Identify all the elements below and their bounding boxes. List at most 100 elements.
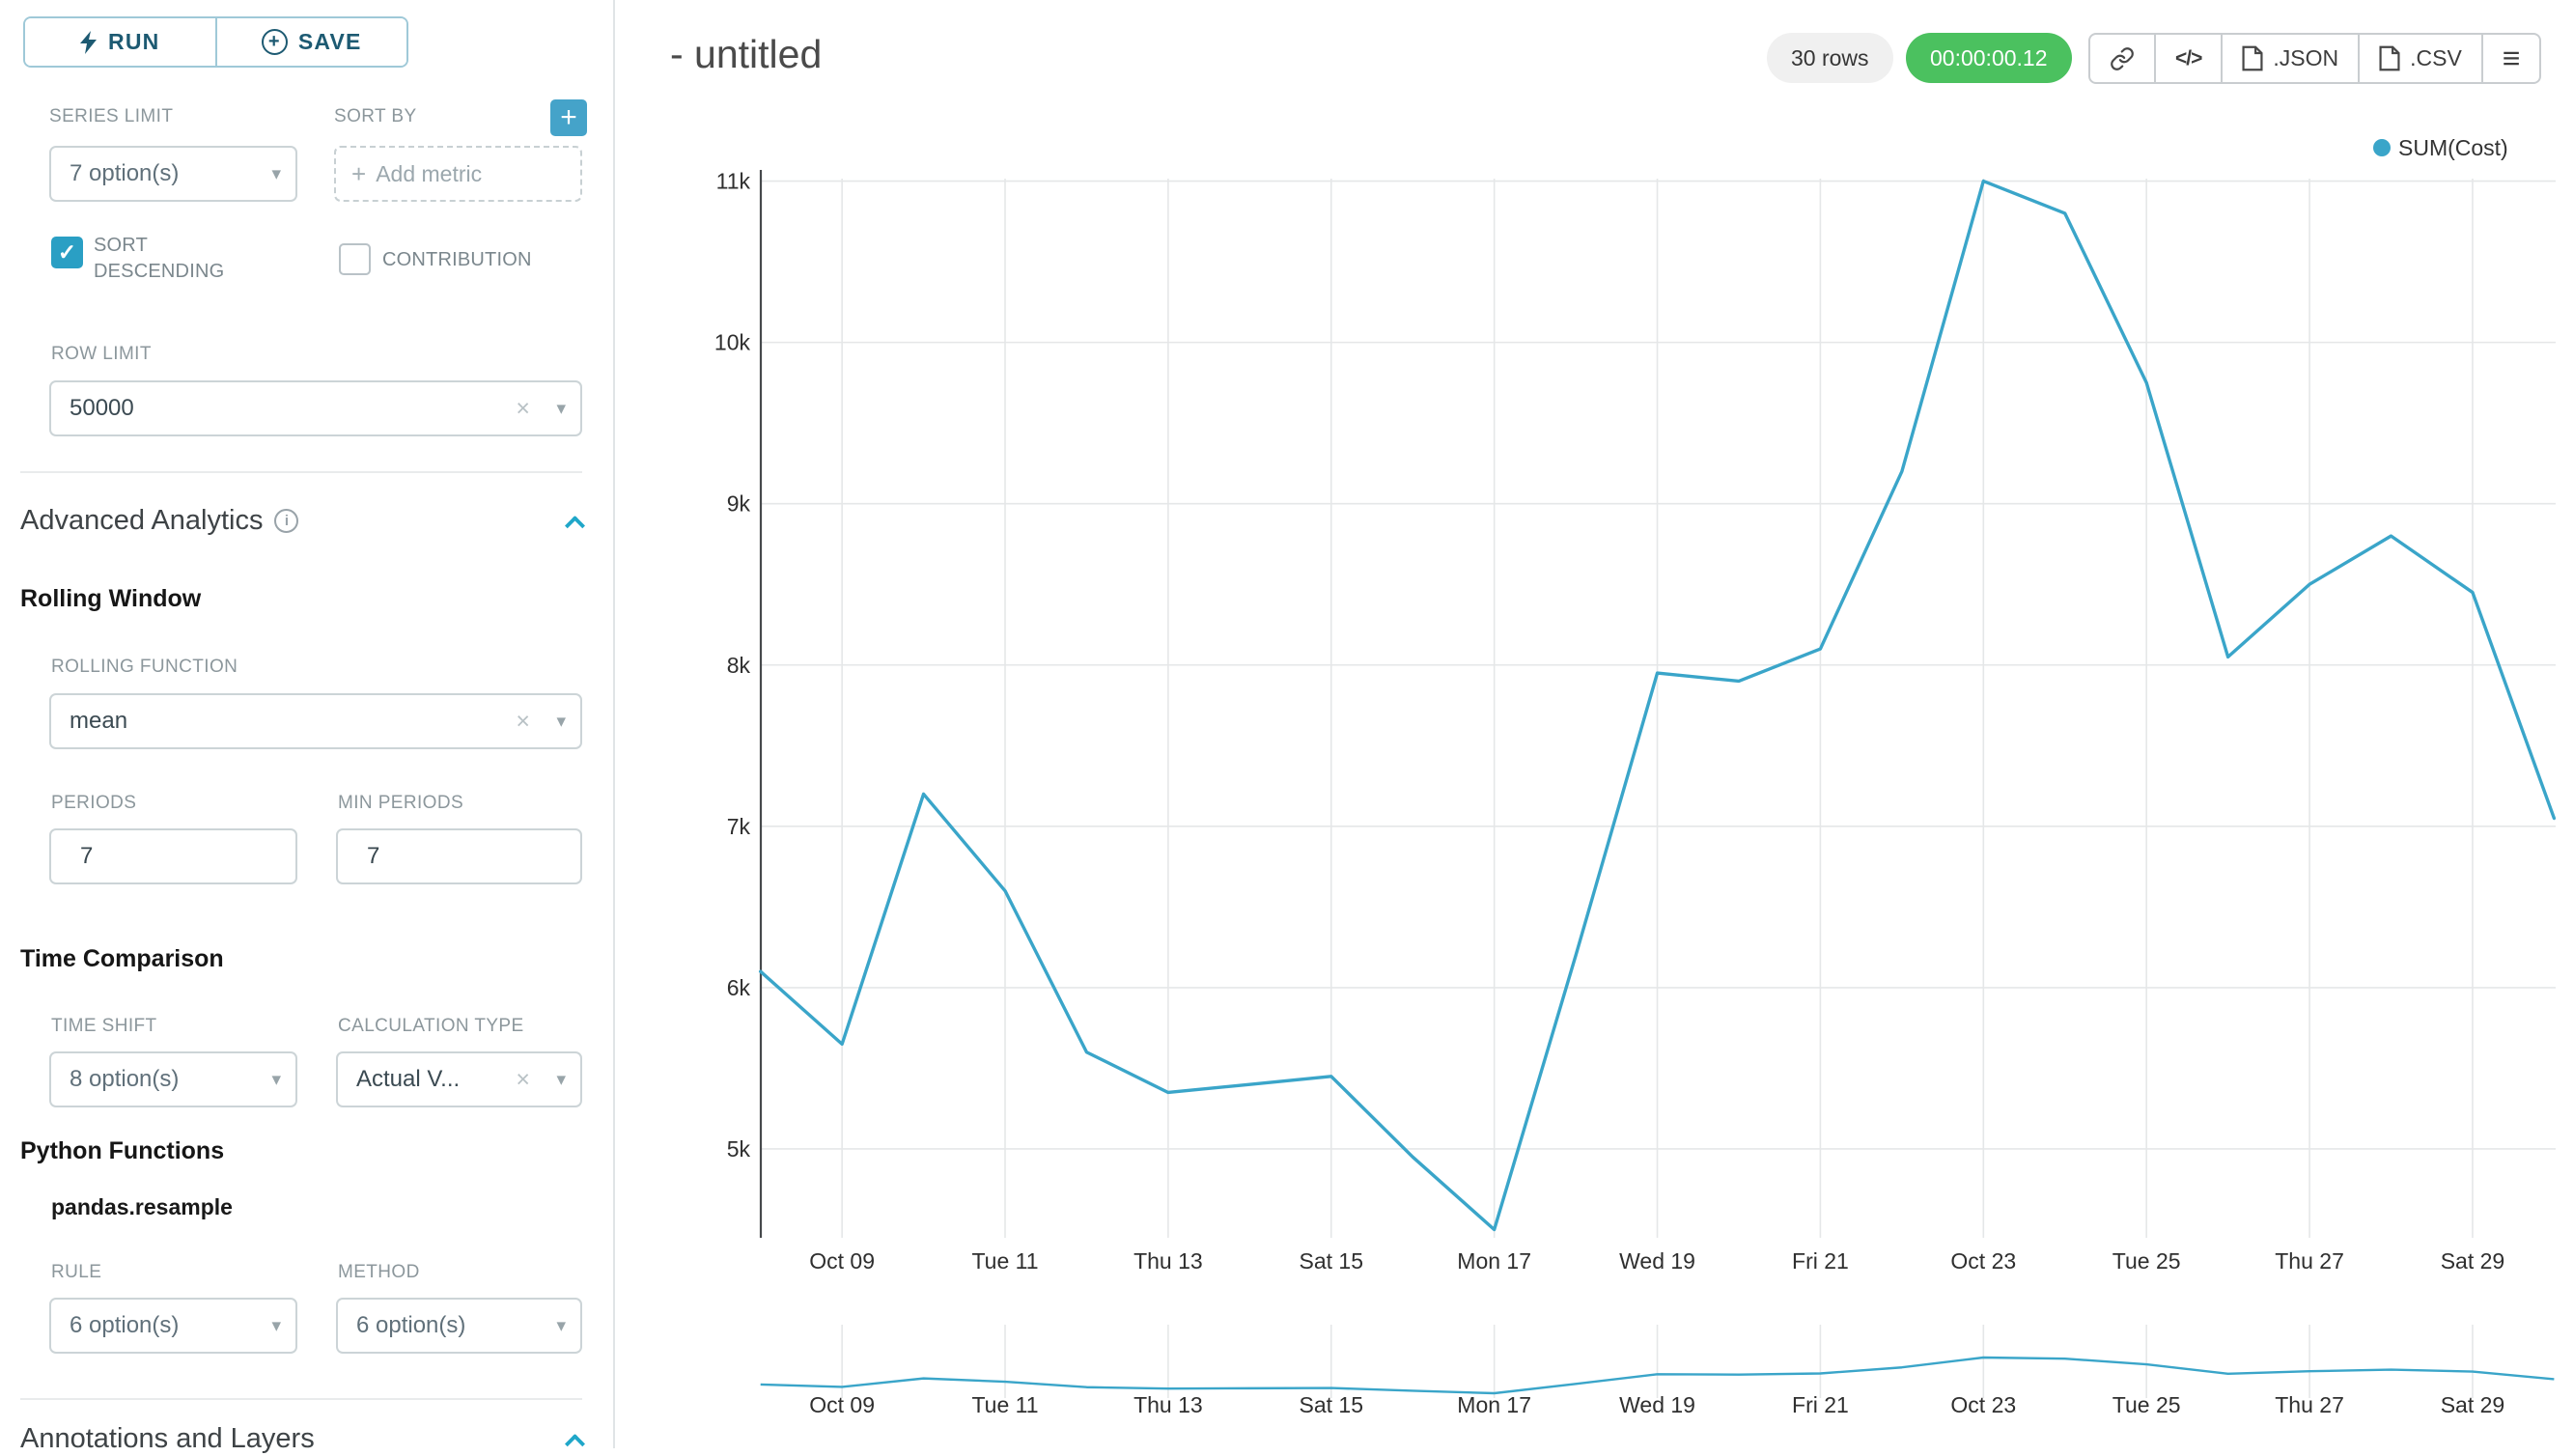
rolling-window-title: Rolling Window: [20, 585, 202, 612]
method-select[interactable]: 6 option(s) ▾: [336, 1298, 582, 1354]
copy-link-button[interactable]: [2088, 33, 2156, 84]
export-csv-label: .CSV: [2410, 45, 2462, 70]
divider: [20, 1398, 582, 1400]
caret-down-icon: ▾: [271, 1315, 281, 1336]
chart-title[interactable]: - untitled: [670, 32, 823, 76]
collapse-chevron-icon[interactable]: [564, 1433, 586, 1454]
svg-text:8k: 8k: [727, 653, 751, 678]
svg-text:Sat 15: Sat 15: [1300, 1392, 1364, 1417]
svg-text:Oct 23: Oct 23: [1950, 1392, 2016, 1417]
annotations-title: Annotations and Layers: [20, 1422, 315, 1454]
caret-down-icon: ▾: [556, 1315, 566, 1336]
caret-down-icon: ▾: [556, 711, 566, 732]
sort-by-add-metric[interactable]: + Add metric: [334, 146, 582, 202]
calculation-type-select[interactable]: Actual V... × ▾: [336, 1051, 582, 1107]
periods-input[interactable]: [49, 828, 297, 884]
min-periods-input[interactable]: [336, 828, 582, 884]
run-button[interactable]: RUN: [25, 18, 215, 66]
export-csv-button[interactable]: .CSV: [2360, 33, 2483, 84]
min-periods-label: MIN PERIODS: [338, 793, 464, 813]
contribution-label: CONTRIBUTION: [382, 249, 532, 270]
clear-icon[interactable]: ×: [516, 1065, 530, 1093]
svg-text:Sat 29: Sat 29: [2441, 1392, 2505, 1417]
svg-text:Thu 13: Thu 13: [1133, 1392, 1203, 1417]
rolling-function-value: mean: [70, 708, 128, 734]
run-label: RUN: [108, 29, 160, 54]
calculation-type-value: Actual V...: [356, 1066, 461, 1092]
line-chart[interactable]: 5k 6k 7k 8k 9k 10k 11k Oct 09 Oct 09 Tue 11 Tue 11…: [615, 0, 2574, 1448]
lightning-bolt-icon: [80, 30, 98, 54]
svg-text:Fri 21: Fri 21: [1792, 1392, 1849, 1417]
method-value: 6 option(s): [356, 1312, 466, 1338]
pandas-resample-label: pandas.resample: [51, 1194, 233, 1219]
time-shift-label: TIME SHIFT: [51, 1016, 157, 1036]
time-shift-select[interactable]: 8 option(s) ▾: [49, 1051, 297, 1107]
export-json-label: .JSON: [2273, 45, 2339, 70]
svg-text:Tue 25: Tue 25: [2112, 1392, 2181, 1417]
periods-label: PERIODS: [51, 793, 137, 813]
link-icon: [2111, 46, 2134, 70]
caret-down-icon: ▾: [556, 398, 566, 419]
rolling-function-select[interactable]: mean × ▾: [49, 693, 582, 749]
check-icon: ✓: [57, 239, 77, 265]
sort-descending-checkbox[interactable]: ✓: [51, 237, 83, 268]
add-sort-button[interactable]: +: [550, 99, 587, 136]
collapse-chevron-icon[interactable]: [564, 515, 586, 536]
save-label: SAVE: [297, 29, 362, 54]
svg-text:Fri 21: Fri 21: [1792, 1248, 1849, 1274]
rolling-function-label: ROLLING FUNCTION: [51, 657, 238, 677]
plus-circle-icon: +: [261, 29, 288, 55]
calculation-type-label: CALCULATION TYPE: [338, 1016, 524, 1036]
file-icon: [2242, 45, 2263, 71]
clear-icon[interactable]: ×: [516, 394, 530, 422]
series-limit-label: SERIES LIMIT: [49, 106, 174, 126]
timer-badge: 00:00:00.12: [1906, 33, 2072, 83]
svg-text:Oct 09: Oct 09: [809, 1248, 875, 1274]
save-button[interactable]: + SAVE: [214, 18, 406, 66]
svg-text:SUM(Cost): SUM(Cost): [2398, 135, 2508, 160]
svg-text:10k: 10k: [714, 330, 751, 355]
run-save-group: RUN + SAVE: [23, 16, 408, 68]
caret-down-icon: ▾: [556, 1069, 566, 1090]
series-limit-select[interactable]: 7 option(s) ▾: [49, 146, 297, 202]
svg-text:5k: 5k: [727, 1136, 751, 1162]
rule-select[interactable]: 6 option(s) ▾: [49, 1298, 297, 1354]
row-limit-value: 50000: [70, 395, 134, 421]
clear-icon[interactable]: ×: [516, 707, 530, 735]
rule-value: 6 option(s): [70, 1312, 180, 1338]
rule-label: RULE: [51, 1262, 102, 1282]
more-menu-button[interactable]: ≡: [2482, 33, 2542, 84]
row-limit-select[interactable]: 50000 × ▾: [49, 380, 582, 436]
svg-text:Tue 11: Tue 11: [971, 1392, 1038, 1417]
svg-text:Wed 19: Wed 19: [1619, 1392, 1695, 1417]
annotations-header[interactable]: Annotations and Layers: [20, 1421, 586, 1456]
svg-text:Thu 27: Thu 27: [2275, 1392, 2344, 1417]
svg-text:7k: 7k: [727, 814, 751, 839]
svg-text:Tue 11: Tue 11: [971, 1248, 1038, 1274]
method-label: METHOD: [338, 1262, 420, 1282]
view-query-button[interactable]: </>: [2156, 33, 2224, 84]
plus-icon: +: [560, 101, 577, 133]
file-icon: [2379, 45, 2400, 71]
rows-badge: 30 rows: [1767, 33, 1893, 83]
svg-text:Oct 23: Oct 23: [1950, 1248, 2016, 1274]
svg-text:Mon 17: Mon 17: [1457, 1392, 1531, 1417]
caret-down-icon: ▾: [271, 1069, 281, 1090]
contribution-checkbox[interactable]: [339, 243, 371, 275]
menu-icon: ≡: [2502, 41, 2521, 75]
time-shift-value: 8 option(s): [70, 1066, 180, 1092]
plus-icon: +: [351, 158, 367, 188]
caret-down-icon: ▾: [271, 163, 281, 184]
advanced-analytics-title: Advanced Analytics: [20, 504, 264, 536]
header-actions: </> .JSON .CSV ≡: [2088, 33, 2542, 84]
export-json-button[interactable]: .JSON: [2223, 33, 2361, 84]
control-panel: RUN + SAVE SERIES LIMIT SORT BY + 7 opti…: [0, 0, 615, 1454]
series-limit-value: 7 option(s): [70, 160, 180, 186]
advanced-analytics-header[interactable]: Advanced Analytics i: [20, 503, 586, 538]
chart-panel: 5k 6k 7k 8k 9k 10k 11k Oct 09 Oct 09 Tue 11 Tue 11…: [615, 0, 2574, 1448]
time-comparison-title: Time Comparison: [20, 945, 224, 972]
row-limit-label: ROW LIMIT: [51, 344, 152, 364]
svg-text:9k: 9k: [727, 491, 751, 517]
svg-text:Oct 09: Oct 09: [809, 1392, 875, 1417]
